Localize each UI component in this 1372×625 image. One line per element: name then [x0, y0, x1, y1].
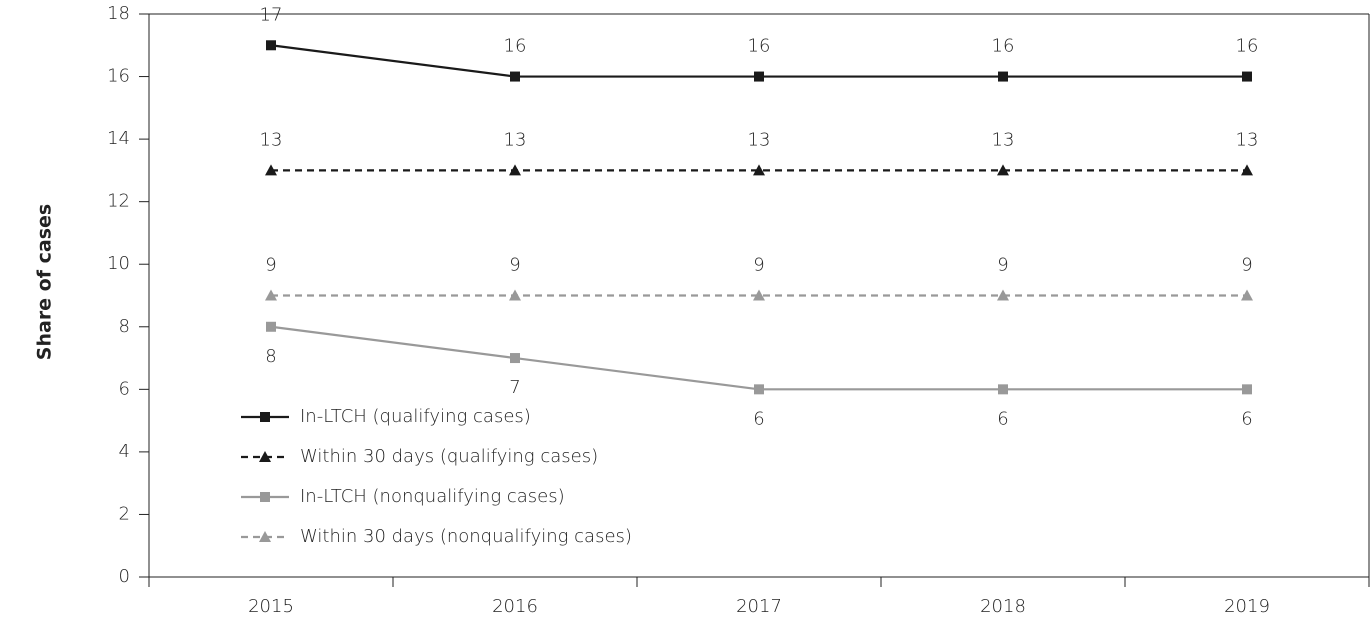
data-label: 9: [997, 255, 1008, 276]
data-point: [266, 40, 276, 51]
legend-label: Within 30 days (nonqualifying cases): [300, 526, 632, 547]
y-tick-label: 14: [107, 128, 130, 149]
data-point: [753, 289, 765, 301]
data-point: [753, 164, 765, 176]
data-point: [509, 164, 521, 176]
data-label: 7: [509, 377, 520, 398]
legend-label: In-LTCH (nonqualifying cases): [300, 486, 565, 507]
x-tick-label: 2018: [980, 596, 1026, 617]
y-tick-label: 18: [107, 3, 130, 24]
data-point: [266, 321, 276, 332]
y-tick-label: 12: [107, 191, 130, 212]
y-tick-label: 6: [119, 378, 130, 399]
y-tick-label: 16: [107, 66, 130, 87]
data-point: [1241, 164, 1253, 176]
data-label: 9: [1241, 255, 1252, 276]
data-point: [1242, 384, 1252, 395]
data-label: 16: [748, 36, 771, 57]
y-axis-label: Share of cases: [34, 204, 56, 360]
data-point: [754, 384, 764, 395]
data-point: [1241, 289, 1253, 301]
data-label: 16: [504, 36, 527, 57]
data-label: 6: [1241, 408, 1252, 429]
data-label: 13: [992, 129, 1015, 150]
data-point: [509, 289, 521, 301]
legend-marker: [260, 412, 270, 422]
data-label: 13: [748, 129, 771, 150]
data-point: [998, 71, 1008, 82]
data-point: [997, 289, 1009, 301]
data-point: [265, 289, 277, 301]
legend-marker: [259, 531, 271, 542]
series-line: [270, 325, 1247, 391]
y-tick-label: 8: [119, 316, 130, 337]
y-tick-label: 10: [107, 253, 130, 274]
data-point: [997, 164, 1009, 176]
data-label: 16: [992, 36, 1015, 57]
x-tick-label: 2017: [736, 596, 782, 617]
data-label: 9: [753, 255, 764, 276]
data-point: [510, 353, 520, 364]
data-label: 13: [1236, 129, 1259, 150]
legend-marker: [260, 492, 270, 502]
y-tick-label: 2: [119, 503, 130, 524]
data-point: [510, 71, 520, 82]
legend-marker: [259, 451, 271, 462]
data-label: 17: [260, 4, 283, 25]
data-label: 6: [997, 408, 1008, 429]
x-tick-label: 2016: [492, 596, 538, 617]
data-label: 13: [260, 129, 283, 150]
legend-label: Within 30 days (qualifying cases): [300, 446, 598, 467]
x-tick-label: 2015: [248, 596, 294, 617]
data-point: [1242, 71, 1252, 82]
y-tick-label: 4: [119, 441, 130, 462]
data-label: 9: [509, 255, 520, 276]
data-label: 16: [1236, 36, 1259, 57]
data-point: [265, 164, 277, 176]
data-point: [754, 71, 764, 82]
data-label: 13: [504, 129, 527, 150]
y-tick-label: 0: [119, 566, 130, 587]
data-label: 9: [265, 255, 276, 276]
data-point: [998, 384, 1008, 395]
data-label: 6: [753, 408, 764, 429]
legend-label: In-LTCH (qualifying cases): [300, 406, 531, 427]
x-tick-label: 2019: [1224, 596, 1270, 617]
data-label: 8: [265, 346, 276, 367]
